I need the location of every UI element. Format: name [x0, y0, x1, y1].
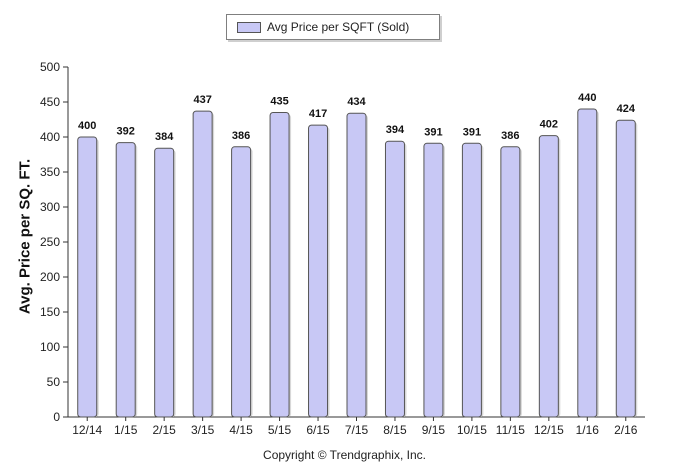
y-tick-label: 100: [40, 340, 60, 354]
bar-value-label: 386: [501, 130, 519, 142]
x-tick-label: 11/15: [496, 423, 525, 437]
bar-value-label: 394: [386, 124, 405, 136]
bar-value-label: 417: [309, 108, 327, 120]
x-tick-label: 8/15: [383, 423, 407, 437]
y-tick-label: 500: [40, 60, 60, 74]
x-tick-label: 6/15: [306, 423, 330, 437]
x-tick-label: 1/16: [576, 423, 600, 437]
x-tick-label: 7/15: [345, 423, 369, 437]
bar: [77, 136, 98, 418]
bar: [500, 146, 521, 418]
bar: [154, 147, 175, 418]
x-tick-label: 2/15: [152, 423, 176, 437]
y-tick-label: 300: [40, 200, 60, 214]
bar-value-label: 435: [270, 96, 288, 108]
bar: [231, 146, 252, 418]
x-tick-label: 9/15: [422, 423, 446, 437]
bar: [192, 110, 213, 418]
bar: [538, 135, 559, 418]
bar-value-label: 392: [117, 126, 135, 138]
y-tick-label: 450: [40, 95, 60, 109]
bar: [577, 108, 598, 418]
bar-value-label: 440: [578, 92, 596, 104]
bar-chart: 0 50 100 150 200 250 300 350 400 450 500 400 12/14 39…: [40, 60, 645, 437]
y-tick-label: 400: [40, 130, 60, 144]
bar: [615, 119, 636, 418]
x-tick-label: 5/15: [268, 423, 292, 437]
bar-value-label: 437: [193, 94, 211, 106]
y-tick-label: 50: [47, 375, 61, 389]
y-tick-label: 0: [53, 410, 60, 424]
bar-value-label: 384: [155, 131, 174, 143]
bar: [461, 142, 482, 418]
x-tick-label: 12/15: [534, 423, 564, 437]
bar-value-label: 402: [540, 119, 558, 131]
copyright-text: Copyright © Trendgraphix, Inc.: [263, 448, 426, 462]
y-tick-label: 200: [40, 270, 60, 284]
bar: [384, 140, 405, 418]
bar-value-label: 391: [424, 126, 442, 138]
x-tick-label: 1/15: [114, 423, 138, 437]
bar: [115, 142, 136, 418]
bar-value-label: 386: [232, 130, 250, 142]
bar: [308, 124, 329, 418]
x-tick-label: 12/14: [72, 423, 102, 437]
bar-value-label: 391: [463, 126, 481, 138]
x-tick-label: 4/15: [229, 423, 253, 437]
legend-label: Avg Price per SQFT (Sold): [267, 20, 410, 34]
y-tick-label: 150: [40, 305, 60, 319]
bar-value-label: 400: [78, 120, 96, 132]
legend-swatch: [237, 21, 261, 33]
y-tick-label: 250: [40, 235, 60, 249]
y-tick-label: 350: [40, 165, 60, 179]
x-tick-label: 10/15: [457, 423, 487, 437]
bar: [346, 112, 367, 418]
bar-value-label: 424: [617, 103, 636, 115]
bar: [423, 142, 444, 418]
legend: Avg Price per SQFT (Sold): [226, 14, 440, 40]
bar: [269, 112, 290, 418]
x-tick-label: 2/16: [614, 423, 638, 437]
bar-value-label: 434: [347, 96, 366, 108]
x-tick-label: 3/15: [191, 423, 215, 437]
